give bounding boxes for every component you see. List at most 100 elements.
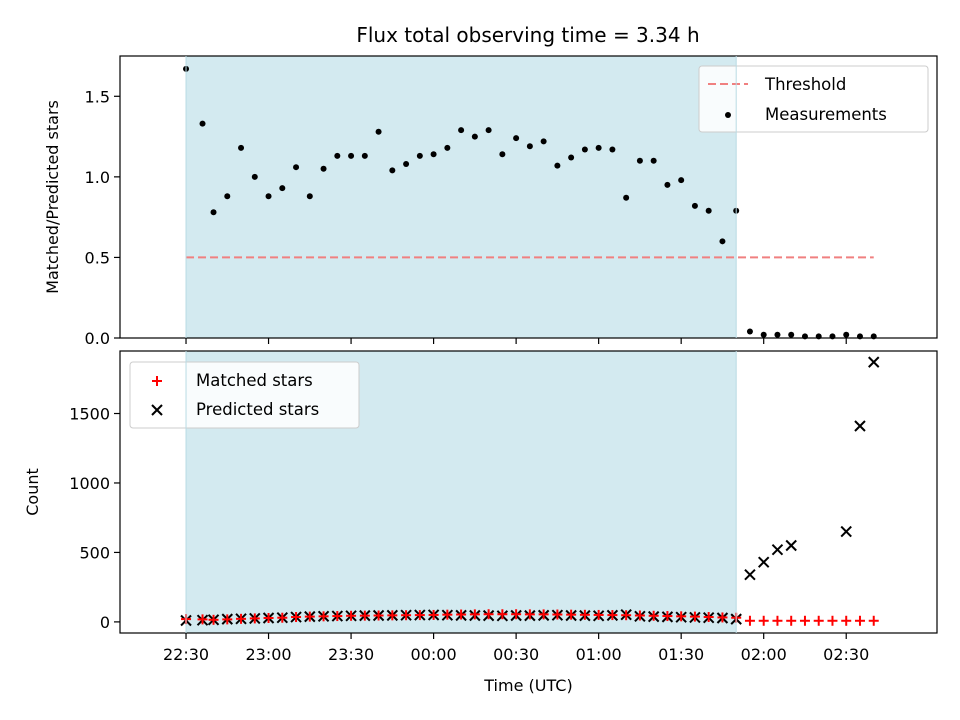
matched-star-point	[662, 611, 673, 622]
measurement-point	[348, 152, 355, 159]
bottom-panel: 22:30 23:00 23:30 00:00 00:30 01:00 01:30 02:00…	[23, 350, 938, 695]
matched-star-point	[579, 609, 590, 620]
chart-title: Flux total observing time = 3.34 h	[356, 23, 699, 47]
matched-star-point	[469, 609, 480, 620]
bottom-legend-box	[129, 361, 360, 429]
count-points	[180, 356, 880, 627]
matched-star-point	[772, 615, 783, 626]
predicted-star-point	[854, 420, 866, 432]
measurement-point	[389, 167, 396, 174]
measurement-point	[265, 193, 272, 200]
matched-star-point	[511, 609, 522, 620]
bottom-y-tick-label: 1500	[69, 405, 110, 424]
matched-star-point	[414, 610, 425, 621]
x-tick-label: 01:00	[576, 645, 622, 664]
bottom-y-tick-label: 0	[100, 613, 110, 632]
top-y-tick-label: 1.0	[85, 168, 110, 187]
x-tick-label: 00:00	[411, 645, 457, 664]
measurement-point	[788, 331, 795, 338]
measurement-point	[199, 120, 206, 127]
top-y-axis-label: Matched/Predicted stars	[43, 100, 62, 294]
matched-star-point	[197, 614, 208, 625]
top-plot-frame	[119, 55, 938, 339]
matched-star-point	[799, 615, 810, 626]
measurement-point	[526, 143, 533, 150]
measurement-point	[499, 151, 506, 158]
bottom-y-tick-label: 500	[79, 543, 110, 562]
measurement-point	[636, 157, 643, 164]
matched-star-point	[634, 610, 645, 621]
measurement-point	[224, 193, 231, 200]
measurement-point	[416, 152, 423, 159]
matched-star-point	[359, 610, 370, 621]
x-tick-label: 23:30	[328, 645, 374, 664]
matched-star-point	[813, 615, 824, 626]
predicted-star-point	[868, 356, 880, 368]
measurement-point	[471, 133, 478, 140]
matched-star-point	[703, 612, 714, 623]
matched-star-point	[304, 611, 315, 622]
top-legend: Threshold Measurements	[698, 65, 929, 133]
measurement-point	[279, 185, 286, 192]
legend-measurements-label: Measurements	[765, 105, 887, 124]
measurement-point	[361, 152, 368, 159]
matched-star-point	[607, 610, 618, 621]
measurement-point	[568, 154, 575, 161]
matched-star-point	[373, 610, 384, 621]
predicted-star-point	[840, 525, 852, 538]
matched-star-point	[593, 609, 604, 620]
measurement-point	[609, 146, 616, 153]
bottom-plot-frame	[119, 350, 938, 634]
legend-measurement-swatch	[725, 112, 731, 118]
measurement-point	[430, 151, 437, 158]
matched-star-point	[758, 615, 769, 626]
matched-star-point	[676, 611, 687, 622]
predicted-star-point	[757, 556, 770, 568]
predicted-star-point	[785, 539, 797, 552]
measurement-point	[691, 202, 698, 209]
bottom-y-axis-label: Count	[23, 468, 42, 516]
matched-star-point	[827, 615, 838, 626]
top-y-tick-label: 0.0	[85, 329, 110, 348]
measurement-point	[375, 128, 382, 135]
bottom-legend: Matched stars Predicted stars	[129, 361, 360, 429]
x-tick-label: 22:30	[163, 645, 209, 664]
legend-matched-swatch	[152, 376, 162, 386]
measurement-point	[210, 209, 217, 216]
matched-star-point	[456, 609, 467, 620]
matched-star-point	[552, 609, 563, 620]
measurement-point	[719, 238, 726, 245]
top-y-tick-label: 0.5	[85, 248, 110, 267]
measurement-point	[581, 146, 588, 153]
measurement-point	[843, 331, 850, 338]
measurement-point	[705, 207, 712, 214]
measurement-point	[444, 144, 451, 151]
matched-star-point	[222, 614, 233, 625]
matched-star-point	[318, 611, 329, 622]
matched-star-point	[291, 612, 302, 623]
measurement-point	[513, 135, 520, 142]
x-tick-label: 23:00	[245, 645, 291, 664]
measurement-point	[238, 144, 245, 151]
measurement-point	[760, 331, 767, 338]
matched-star-point	[346, 610, 357, 621]
predicted-star-point	[744, 568, 756, 581]
top-y-tick-label: 1.5	[85, 87, 110, 106]
matched-star-point	[841, 615, 852, 626]
measurement-point	[334, 152, 341, 159]
matched-star-point	[786, 615, 797, 626]
top-y-ticks: 0.0 0.5 1.0 1.5	[85, 87, 120, 348]
matched-star-point	[401, 610, 412, 621]
measurement-point	[293, 164, 300, 171]
x-tick-label: 00:30	[493, 645, 539, 664]
matched-star-point	[648, 610, 659, 621]
matched-star-point	[332, 611, 343, 622]
legend-threshold-label: Threshold	[764, 75, 846, 94]
measurement-point	[320, 165, 327, 172]
matched-star-point	[744, 615, 755, 626]
measurement-point	[664, 181, 671, 188]
matched-star-point	[524, 609, 535, 620]
matched-star-point	[538, 609, 549, 620]
measurement-point	[774, 331, 781, 338]
